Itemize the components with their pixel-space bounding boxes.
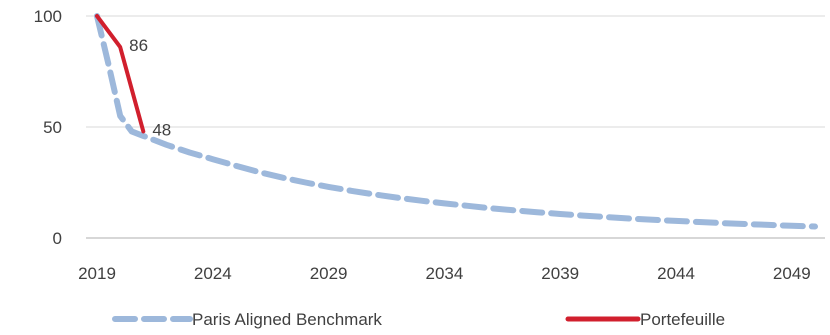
series-line-paris-aligned-benchmark [94, 13, 818, 230]
x-tick-label: 2024 [194, 264, 232, 283]
x-tick-label: 2019 [78, 264, 116, 283]
y-tick-labels: 0 50 100 [34, 7, 62, 248]
y-tick-label: 100 [34, 7, 62, 26]
legend-item: Portefeuille [565, 310, 725, 329]
data-label: 86 [129, 36, 148, 55]
series-line-portefeuille [95, 14, 146, 134]
y-tick-label: 50 [43, 118, 62, 137]
gridlines [86, 15, 825, 128]
x-tick-label: 2044 [657, 264, 695, 283]
x-tick-labels: 2019 2024 2029 2034 2039 2044 2049 [78, 264, 811, 283]
series-lines [94, 13, 818, 230]
data-label: 48 [152, 120, 171, 139]
legend-label: Portefeuille [640, 310, 725, 329]
legend: Paris Aligned Benchmark Portefeuille [112, 310, 725, 329]
x-tick-label: 2029 [310, 264, 348, 283]
legend-item: Paris Aligned Benchmark [112, 310, 382, 329]
y-tick-label: 0 [53, 229, 62, 248]
x-tick-label: 2034 [426, 264, 464, 283]
x-tick-label: 2039 [541, 264, 579, 283]
x-tick-label: 2049 [773, 264, 811, 283]
legend-label: Paris Aligned Benchmark [192, 310, 382, 329]
data-labels: 86 48 [129, 36, 171, 139]
